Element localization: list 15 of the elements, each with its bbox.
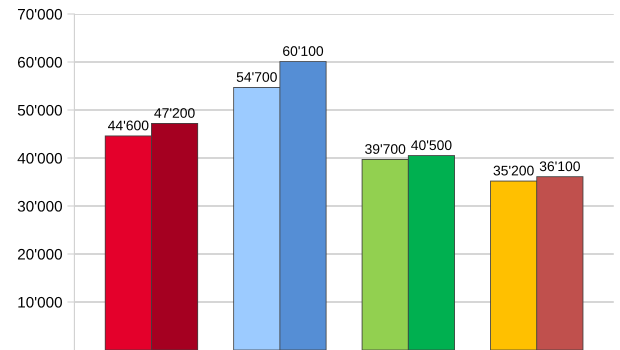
data-label: 54'700 [236, 72, 277, 82]
data-label: 47'200 [154, 108, 195, 118]
y-tick-label: 10'000 [18, 296, 62, 308]
y-tick-label: 30'000 [18, 200, 62, 212]
y-tick-label: 60'000 [18, 56, 62, 68]
y-tick-label: 20'000 [18, 248, 62, 260]
y-tick-label: 50'000 [18, 104, 62, 116]
data-label: 40'500 [411, 140, 452, 150]
y-tick-label: 40'000 [18, 152, 62, 164]
data-label: 35'200 [494, 166, 534, 176]
y-tick-label: 70'000 [18, 8, 62, 20]
data-label: 36'100 [540, 161, 580, 172]
data-label: 39'700 [365, 144, 406, 154]
data-label: 60'100 [283, 46, 324, 56]
data-label: 44'600 [108, 120, 148, 130]
